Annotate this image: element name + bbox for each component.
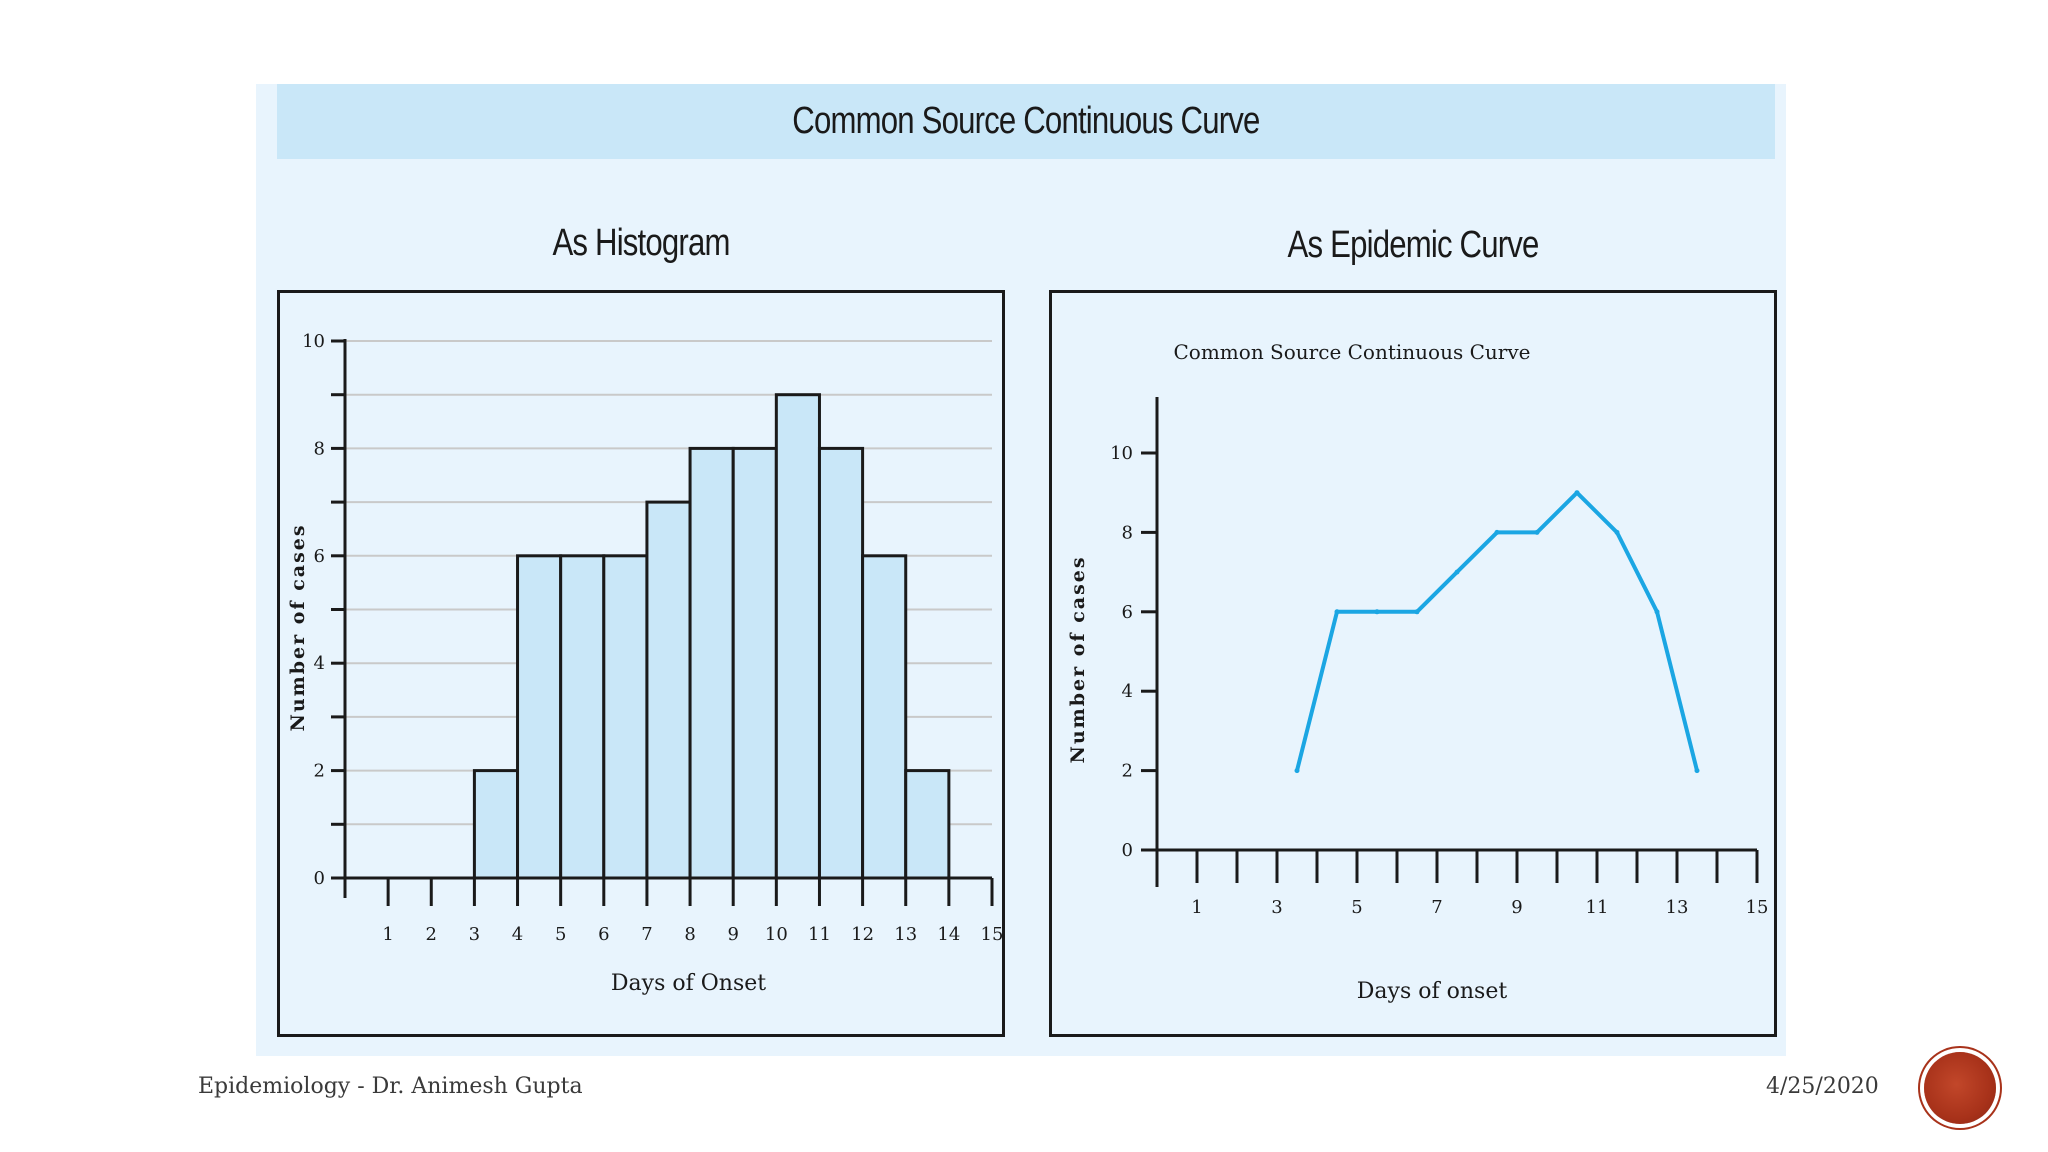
histogram-bar bbox=[516, 554, 563, 880]
epidemic-curve-frame: Common Source Continuous Curve 0 2 4 6 8 10 1 3 5… bbox=[1049, 290, 1777, 1037]
histogram-bar bbox=[688, 446, 735, 880]
epidemic-curve-point bbox=[1654, 609, 1660, 615]
epidemic-curve-point bbox=[1534, 529, 1540, 535]
histogram-bar bbox=[731, 446, 778, 880]
footer-author: Epidemiology - Dr. Animesh Gupta bbox=[198, 1074, 583, 1099]
x-tick-label: 13 bbox=[894, 924, 917, 945]
histogram-bar bbox=[904, 769, 951, 880]
epidemic-curve-point bbox=[1574, 490, 1580, 496]
x-tick-label: 7 bbox=[1431, 897, 1442, 918]
x-tick-label: 7 bbox=[641, 924, 652, 945]
y-tick-label: 8 bbox=[1122, 522, 1133, 543]
x-tick-label: 5 bbox=[1351, 897, 1362, 918]
y-tick-label: 2 bbox=[314, 761, 325, 782]
y-axis-label: Number of cases bbox=[1067, 555, 1089, 763]
histogram-bar bbox=[602, 554, 649, 880]
y-tick-label: 4 bbox=[314, 653, 325, 674]
footer-date: 4/25/2020 bbox=[1766, 1074, 1879, 1099]
x-tick-label: 4 bbox=[512, 924, 523, 945]
x-tick-label: 13 bbox=[1666, 897, 1689, 918]
x-tick-label: 11 bbox=[808, 924, 831, 945]
epidemic-curve-point bbox=[1414, 609, 1420, 615]
y-tick-label: 8 bbox=[314, 438, 325, 459]
histogram-bar bbox=[861, 554, 908, 880]
y-tick-label: 0 bbox=[1122, 840, 1133, 861]
y-tick-label: 10 bbox=[1110, 443, 1133, 464]
y-axis-label: Number of cases bbox=[287, 523, 309, 731]
x-tick-label: 11 bbox=[1586, 897, 1609, 918]
epidemic-curve-subtitle: As Epidemic Curve bbox=[1049, 224, 1777, 267]
epidemic-curve-title: Common Source Continuous Curve bbox=[1174, 340, 1531, 364]
x-tick-label: 1 bbox=[382, 924, 393, 945]
y-tick-label: 2 bbox=[1122, 761, 1133, 782]
y-tick-label: 6 bbox=[314, 546, 325, 567]
y-tick-label: 6 bbox=[1122, 602, 1133, 623]
x-tick-label: 8 bbox=[684, 924, 695, 945]
epidemic-curve-point bbox=[1294, 768, 1300, 774]
histogram-subtitle-text: As Histogram bbox=[552, 222, 730, 264]
histogram-bar bbox=[645, 500, 692, 880]
epidemic-curve-point bbox=[1614, 529, 1620, 535]
histogram-subtitle: As Histogram bbox=[277, 222, 1005, 265]
x-axis-label: Days of onset bbox=[1357, 979, 1508, 1004]
histogram-frame: 0 2 4 6 8 10 1 2 3 4 5 6 7 8 9 10 11 12 13 14 15 Days of Onse… bbox=[277, 290, 1005, 1037]
x-tick-label: 14 bbox=[937, 924, 960, 945]
epidemic-curve-point bbox=[1454, 569, 1460, 575]
y-tick-label: 10 bbox=[302, 331, 325, 352]
epidemic-curve-point bbox=[1374, 609, 1380, 615]
x-tick-label: 1 bbox=[1191, 897, 1202, 918]
x-tick-label: 3 bbox=[469, 924, 480, 945]
histogram-bar bbox=[472, 769, 520, 880]
x-tick-label: 15 bbox=[981, 924, 1002, 945]
histogram-bar bbox=[817, 446, 865, 880]
logo-circle-icon bbox=[1924, 1052, 1996, 1124]
y-tick-label: 0 bbox=[314, 868, 325, 889]
y-tick-label: 4 bbox=[1122, 681, 1133, 702]
epidemic-curve-point bbox=[1494, 529, 1500, 535]
x-tick-label: 15 bbox=[1746, 897, 1769, 918]
epidemic-curve-point bbox=[1334, 609, 1340, 615]
x-tick-label: 9 bbox=[727, 924, 738, 945]
histogram-bar bbox=[559, 554, 606, 880]
slide-title-text: Common Source Continuous Curve bbox=[792, 100, 1260, 142]
epidemic-curve-subtitle-text: As Epidemic Curve bbox=[1287, 224, 1539, 266]
x-tick-label: 12 bbox=[851, 924, 874, 945]
x-tick-label: 2 bbox=[426, 924, 437, 945]
x-tick-label: 10 bbox=[765, 924, 788, 945]
x-tick-label: 3 bbox=[1271, 897, 1282, 918]
x-tick-label: 5 bbox=[555, 924, 566, 945]
x-tick-label: 9 bbox=[1511, 897, 1522, 918]
slide-title: Common Source Continuous Curve bbox=[277, 84, 1775, 159]
x-axis-label: Days of Onset bbox=[611, 971, 766, 996]
histogram-bar bbox=[774, 393, 821, 880]
epidemic-curve-point bbox=[1694, 768, 1700, 774]
x-tick-label: 6 bbox=[598, 924, 609, 945]
